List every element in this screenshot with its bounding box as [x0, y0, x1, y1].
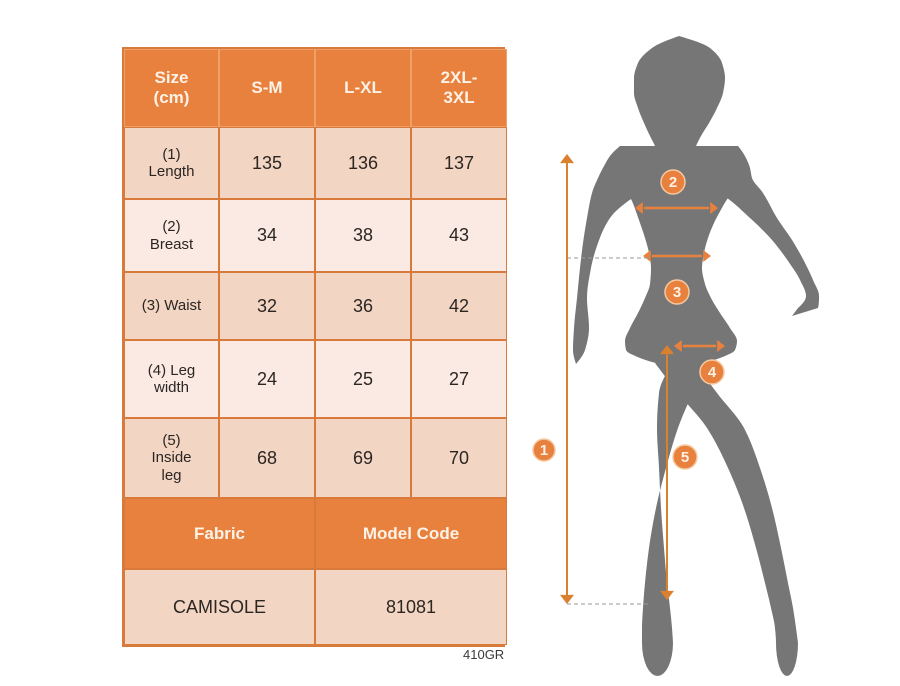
svg-text:1: 1	[540, 442, 548, 459]
